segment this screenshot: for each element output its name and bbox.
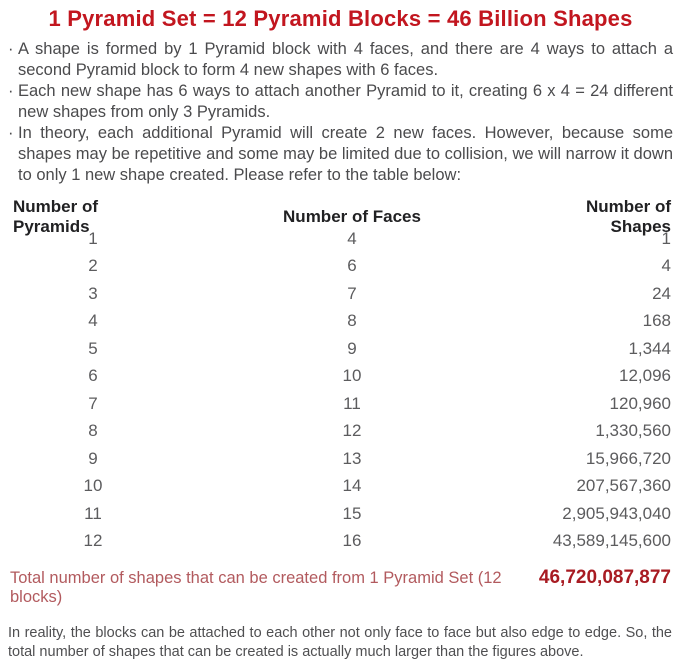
table-row: 12 16 43,589,145,600 bbox=[8, 528, 673, 556]
table-row: 11 15 2,905,943,040 bbox=[8, 500, 673, 528]
column-header-pyramids: Number of Pyramids bbox=[13, 197, 98, 236]
cell-faces: 14 bbox=[342, 476, 362, 496]
bullet-item: Each new shape has 6 ways to attach anot… bbox=[8, 81, 673, 123]
cell-faces: 16 bbox=[342, 531, 362, 551]
total-label: Total number of shapes that can be creat… bbox=[10, 569, 502, 606]
cell-pyramids: 2 bbox=[88, 256, 98, 276]
cell-pyramids: 8 bbox=[88, 421, 98, 441]
cell-faces: 12 bbox=[342, 421, 362, 441]
cell-shapes: 2,905,943,040 bbox=[562, 503, 671, 523]
cell-pyramids: 11 bbox=[84, 503, 102, 523]
cell-faces: 8 bbox=[347, 311, 357, 331]
cell-pyramids: 12 bbox=[83, 531, 103, 551]
cell-shapes: 1,330,560 bbox=[595, 421, 671, 441]
document-page: 1 Pyramid Set = 12 Pyramid Blocks = 46 B… bbox=[0, 0, 679, 644]
cell-faces: 6 bbox=[347, 256, 357, 276]
cell-pyramids: 4 bbox=[88, 311, 98, 331]
cell-shapes: 4 bbox=[661, 256, 671, 276]
table-row: 8 12 1,330,560 bbox=[8, 418, 673, 446]
cell-pyramids: 7 bbox=[88, 393, 98, 413]
total-value: 46,720,087,877 bbox=[538, 567, 671, 588]
footer-note: In reality, the blocks can be attached t… bbox=[8, 625, 672, 660]
cell-faces: 15 bbox=[342, 503, 362, 523]
bullet-list: A shape is formed by 1 Pyramid block wit… bbox=[8, 39, 673, 186]
cell-shapes: 168 bbox=[642, 311, 671, 331]
cell-faces: 9 bbox=[347, 338, 357, 358]
column-header-shapes: Number of Shapes bbox=[586, 197, 671, 236]
table-row: 10 14 207,567,360 bbox=[8, 473, 673, 501]
total-row: Total number of shapes that can be creat… bbox=[8, 567, 673, 607]
cell-faces: 10 bbox=[342, 366, 362, 386]
cell-shapes: 120,960 bbox=[609, 393, 671, 413]
cell-shapes: 24 bbox=[652, 283, 671, 303]
cell-pyramids: 6 bbox=[88, 366, 98, 386]
cell-shapes: 1 bbox=[661, 228, 671, 248]
cell-pyramids: 5 bbox=[88, 338, 98, 358]
table-row: 5 9 1,344 bbox=[8, 335, 673, 363]
cell-faces: 4 bbox=[347, 228, 357, 248]
bullet-item: A shape is formed by 1 Pyramid block wit… bbox=[8, 39, 673, 81]
table-row: 7 11 120,960 bbox=[8, 390, 673, 418]
table-row: 1 4 1 bbox=[8, 225, 673, 253]
cell-shapes: 12,096 bbox=[619, 366, 671, 386]
table-row: 4 8 168 bbox=[8, 308, 673, 336]
cell-pyramids: 9 bbox=[88, 448, 98, 468]
bullet-item: In theory, each additional Pyramid will … bbox=[8, 123, 673, 186]
cell-shapes: 43,589,145,600 bbox=[552, 531, 671, 551]
column-header-faces: Number of Faces bbox=[283, 207, 421, 226]
table-row: 6 10 12,096 bbox=[8, 363, 673, 391]
table-row: 9 13 15,966,720 bbox=[8, 445, 673, 473]
table-body: 1 4 1 2 6 4 3 7 24 4 8 bbox=[8, 225, 673, 555]
shapes-table: Number of Pyramids Number of Faces Numbe… bbox=[8, 197, 673, 555]
cell-shapes: 1,344 bbox=[628, 338, 671, 358]
cell-pyramids: 3 bbox=[88, 283, 98, 303]
table-header-row: Number of Pyramids Number of Faces Numbe… bbox=[8, 197, 673, 236]
cell-faces: 13 bbox=[342, 448, 362, 468]
cell-faces: 7 bbox=[347, 283, 357, 303]
cell-faces: 11 bbox=[343, 393, 361, 413]
cell-shapes: 207,567,360 bbox=[576, 476, 671, 496]
table-row: 2 6 4 bbox=[8, 253, 673, 281]
cell-shapes: 15,966,720 bbox=[585, 448, 671, 468]
page-title: 1 Pyramid Set = 12 Pyramid Blocks = 46 B… bbox=[48, 6, 633, 31]
table-row: 3 7 24 bbox=[8, 280, 673, 308]
cell-pyramids: 10 bbox=[83, 476, 103, 496]
cell-pyramids: 1 bbox=[88, 228, 98, 248]
